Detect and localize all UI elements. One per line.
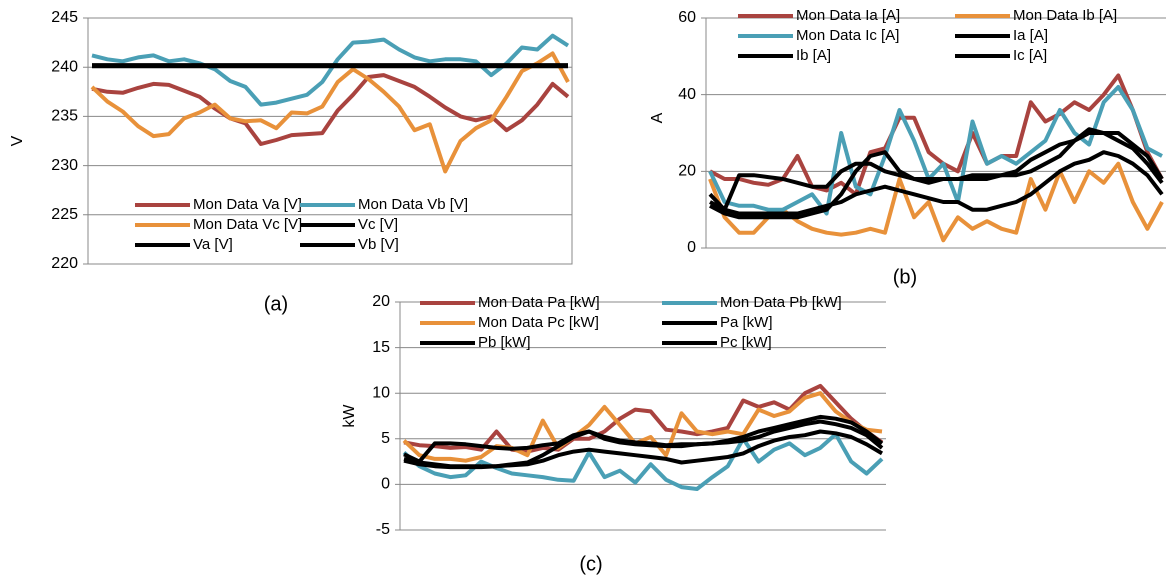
y-tick-label: 0 — [687, 239, 696, 256]
legend-label: Mon Data Vb [V] — [358, 196, 468, 213]
series-line — [709, 127, 1164, 220]
legend-label: Vb [V] — [358, 236, 399, 253]
panel-label: (a) — [264, 293, 288, 315]
y-tick-label: 5 — [381, 430, 390, 447]
panel-label: (c) — [579, 553, 602, 575]
series-line — [708, 85, 1163, 216]
plot-frame — [87, 17, 573, 265]
series-line — [402, 391, 883, 463]
legend-label: Mon Data Ic [A] — [796, 27, 899, 44]
legend-label: Ia [A] — [1013, 27, 1048, 44]
y-tick-label: 225 — [51, 206, 78, 223]
legend-label: Ib [A] — [796, 47, 831, 64]
y-tick-label: 15 — [372, 339, 390, 356]
y-tick-label: 60 — [678, 9, 696, 26]
y-tick-label: 245 — [51, 9, 78, 26]
legend-label: Vc [V] — [358, 216, 398, 233]
legend-label: Mon Data Pc [kW] — [478, 314, 599, 331]
series-line — [91, 33, 570, 107]
legend-label: Pa [kW] — [720, 314, 773, 331]
legend-label: Mon Data Pa [kW] — [478, 294, 600, 311]
y-tick-label: 20 — [372, 293, 390, 310]
series-line — [90, 51, 570, 174]
legend-label: Va [V] — [193, 236, 233, 253]
legend-label: Mon Data Va [V] — [193, 196, 302, 213]
axis-title: A — [649, 112, 666, 123]
axis-title: V — [9, 135, 26, 146]
y-tick-label: 230 — [51, 157, 78, 174]
series-line — [709, 150, 1164, 216]
panel-label: (b) — [893, 266, 917, 288]
y-tick-label: -5 — [376, 521, 390, 538]
legend-label: Mon Data Pb [kW] — [720, 294, 842, 311]
y-tick-label: 40 — [678, 86, 696, 103]
legend-label: Ic [A] — [1013, 47, 1047, 64]
series-line — [402, 432, 884, 491]
y-tick-label: 10 — [372, 384, 390, 401]
y-tick-label: 240 — [51, 58, 78, 75]
legend-label: Mon Data Vc [V] — [193, 216, 302, 233]
legend-label: Pb [kW] — [478, 334, 531, 351]
axis-title: kW — [341, 404, 358, 428]
y-tick-label: 235 — [51, 108, 78, 125]
y-tick-label: 0 — [381, 476, 390, 493]
y-tick-label: 20 — [678, 163, 696, 180]
series-line — [91, 73, 570, 146]
legend-label: Mon Data Ib [A] — [1013, 7, 1117, 24]
series-line — [709, 73, 1164, 197]
y-tick-label: 220 — [51, 255, 78, 272]
legend-label: Pc [kW] — [720, 334, 772, 351]
series-line — [403, 429, 884, 469]
legend-label: Mon Data Ia [A] — [796, 7, 900, 24]
